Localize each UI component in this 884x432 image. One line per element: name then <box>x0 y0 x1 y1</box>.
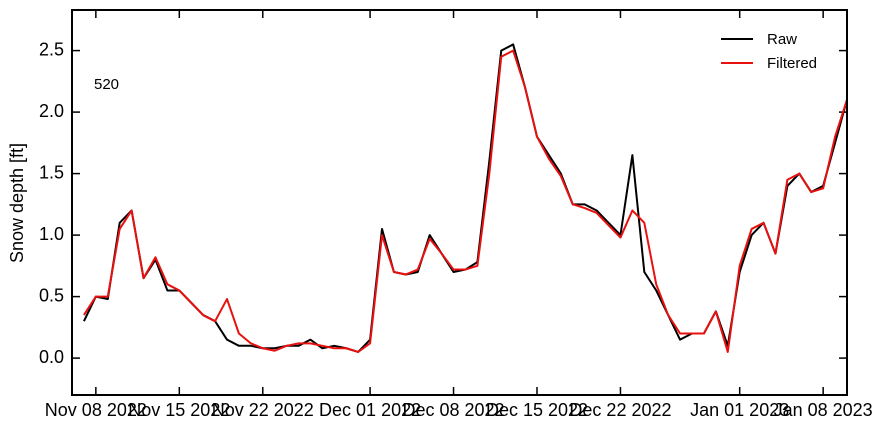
y-tick-label: 1.5 <box>39 162 64 182</box>
x-tick-label: Dec 08 2022 <box>402 400 504 420</box>
series-line <box>83 43 848 353</box>
y-tick-label: 1.0 <box>39 224 64 244</box>
y-tick-label: 0.0 <box>39 347 64 367</box>
y-tick-label: 2.0 <box>39 101 64 121</box>
x-tick-label: Jan 01 2023 <box>690 400 789 420</box>
annotation: 520 <box>94 76 119 93</box>
y-tick-label: 2.5 <box>39 39 64 59</box>
series-line <box>83 49 848 353</box>
x-tick-label: Nov 22 2022 <box>212 400 314 420</box>
x-tick-label: Dec 15 2022 <box>486 400 588 420</box>
x-tick-label: Nov 15 2022 <box>128 400 230 420</box>
legend-label: Filtered <box>767 55 817 72</box>
y-axis-label: Snow depth [ft] <box>7 143 27 263</box>
legend-label: Raw <box>767 31 797 48</box>
plot-frame <box>71 9 848 396</box>
x-tick-label: Dec 01 2022 <box>319 400 421 420</box>
x-tick-label: Nov 08 2022 <box>45 400 147 420</box>
x-tick-label: Jan 08 2023 <box>774 400 873 420</box>
y-tick-label: 0.5 <box>39 285 64 305</box>
x-tick-label: Dec 22 2022 <box>569 400 671 420</box>
